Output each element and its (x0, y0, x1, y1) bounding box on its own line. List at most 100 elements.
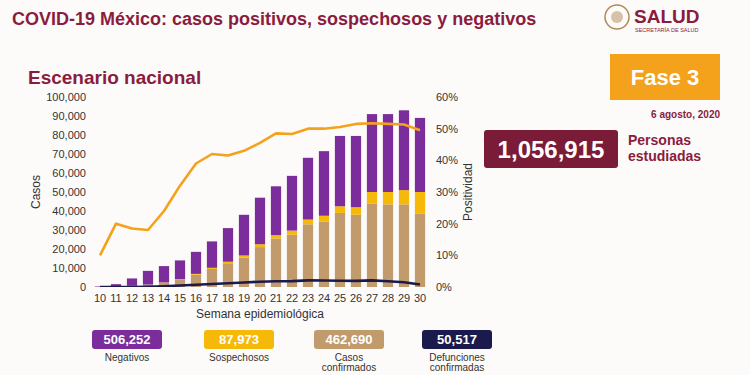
y2-tick-label: 10% (436, 249, 458, 261)
x-axis-label: Semana epidemiológica (196, 307, 324, 321)
x-tick-label: 30 (414, 292, 426, 304)
y2-tick-label: 60% (436, 91, 458, 103)
people-box (484, 130, 618, 168)
x-tick-label: 26 (350, 292, 362, 304)
bar (399, 204, 409, 287)
bar (127, 278, 137, 285)
y-tick-label: 30,000 (52, 224, 86, 236)
bar (287, 176, 297, 231)
x-tick-label: 18 (222, 292, 234, 304)
bar (143, 271, 153, 285)
bar (351, 215, 361, 287)
x-tick-label: 13 (142, 292, 154, 304)
y-tick-label: 70,000 (52, 148, 86, 160)
x-tick-label: 21 (270, 292, 282, 304)
bar (415, 192, 425, 214)
bar (287, 231, 297, 235)
legend-total: 462,690 (326, 332, 373, 347)
x-tick-label: 23 (302, 292, 314, 304)
bar (239, 255, 249, 257)
legend-label: Negativos (105, 352, 149, 363)
y-axis-label: Casos (29, 175, 43, 209)
bar (207, 241, 217, 267)
logo-subtitle: SECRETARÍA DE SALUD (635, 27, 698, 33)
bar (351, 207, 361, 215)
line (100, 123, 420, 255)
bar (159, 266, 169, 282)
plot-area (95, 110, 425, 287)
x-tick-label: 27 (366, 292, 378, 304)
bar (175, 260, 185, 279)
bar (367, 114, 377, 192)
x-tick-label: 28 (382, 292, 394, 304)
y-tick-label: 20,000 (52, 243, 86, 255)
people-studied: 1,056,915 (498, 136, 605, 163)
legend-total: 87,973 (219, 332, 259, 347)
legend-label: Sospechosos (209, 352, 269, 363)
bar (367, 203, 377, 287)
y2-axis-label: Positividad (461, 163, 475, 221)
bar (399, 190, 409, 204)
x-tick-label: 20 (254, 292, 266, 304)
y-tick-label: 50,000 (52, 186, 86, 198)
bar (239, 215, 249, 256)
x-tick-label: 19 (238, 292, 250, 304)
x-tick-label: 12 (126, 292, 138, 304)
y-tick-label: 80,000 (52, 129, 86, 141)
bar (319, 151, 329, 216)
x-tick-label: 11 (110, 292, 121, 304)
bar (271, 235, 281, 238)
x-tick-label: 16 (190, 292, 202, 304)
x-tick-label: 29 (398, 292, 410, 304)
bar (271, 186, 281, 235)
bar (255, 244, 265, 247)
y-tick-label: 0 (80, 281, 86, 293)
subtitle: Escenario nacional (28, 67, 201, 88)
text-line: Personas (628, 132, 691, 148)
legend-total: 50,517 (437, 332, 477, 347)
y-tick-label: 10,000 (52, 262, 86, 274)
bar (319, 216, 329, 222)
y-tick-label: 40,000 (52, 205, 86, 217)
date: 6 agosto, 2020 (651, 109, 720, 120)
bar (319, 221, 329, 287)
logo: SALUD (634, 6, 699, 27)
bar (223, 262, 233, 264)
y2-tick-label: 50% (436, 123, 458, 135)
phase: Fase 3 (631, 65, 700, 90)
title: COVID-19 México: casos positivos, sospec… (12, 9, 536, 29)
background (0, 0, 750, 375)
x-tick-label: 22 (286, 292, 298, 304)
bar (191, 252, 201, 274)
logo-emblem-inner (611, 11, 623, 23)
y2-tick-label: 20% (436, 218, 458, 230)
legend-box (422, 330, 492, 349)
y2-tick-label: 0% (436, 281, 452, 293)
bar (335, 136, 345, 206)
phase-box (610, 54, 720, 100)
legend-box (204, 330, 274, 349)
y2-tick-label: 30% (436, 186, 458, 198)
legend-label: Casosconfirmados (322, 352, 376, 373)
y2-tick-label: 40% (436, 154, 458, 166)
legend-box (92, 330, 162, 349)
bar (335, 206, 345, 213)
x-tick-label: 25 (334, 292, 346, 304)
chart: COVID-19 México: casos positivos, sospec… (0, 0, 750, 375)
bar (207, 268, 217, 269)
bar (303, 158, 313, 220)
line (100, 280, 420, 287)
legend-total: 506,252 (104, 332, 151, 347)
text-line: confirmados (322, 362, 376, 373)
people-studied-label: Personasestudiadas (628, 132, 701, 164)
text-line: estudiadas (628, 148, 701, 164)
bar (335, 213, 345, 287)
bar (351, 136, 361, 207)
bar (271, 239, 281, 287)
text-line: Sospechosos (209, 352, 269, 363)
bar (399, 110, 409, 190)
bar (223, 228, 233, 262)
bar (303, 220, 313, 225)
legend-box (314, 330, 384, 349)
x-tick-label: 10 (94, 292, 106, 304)
